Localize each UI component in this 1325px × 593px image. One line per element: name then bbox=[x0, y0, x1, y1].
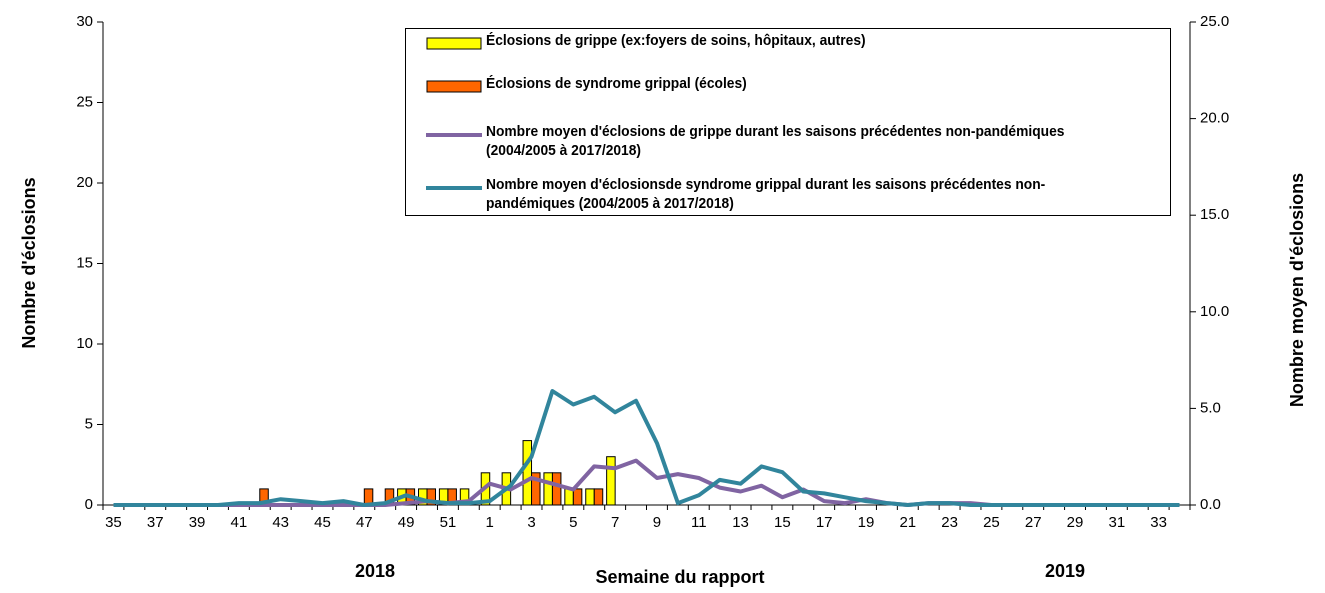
y2-tick-label: 10.0 bbox=[1200, 303, 1229, 320]
y-tick-label: 30 bbox=[76, 13, 93, 30]
legend-swatch bbox=[426, 80, 482, 93]
legend-swatch bbox=[426, 133, 482, 137]
legend-label: Nombre moyen d'éclosionsde syndrome grip… bbox=[486, 176, 1046, 212]
bar bbox=[426, 488, 437, 506]
y2-tick-label: 5.0 bbox=[1200, 399, 1221, 416]
x-tick-label: 9 bbox=[653, 514, 661, 531]
x-tick-label: 39 bbox=[189, 514, 206, 531]
y-tick-label: 15 bbox=[76, 254, 93, 271]
legend-label: Nombre moyen d'éclosions de grippe duran… bbox=[486, 123, 1065, 159]
legend-mark bbox=[426, 37, 482, 50]
y2-axis-title: Nombre moyen d'éclosions bbox=[1287, 173, 1307, 407]
y2-tick-label: 25.0 bbox=[1200, 13, 1229, 30]
x-tick-label: 37 bbox=[147, 514, 164, 531]
line bbox=[113, 458, 1180, 507]
x-tick-label: 17 bbox=[816, 514, 833, 531]
y2-tick-label: 15.0 bbox=[1200, 206, 1229, 223]
x-tick-label: 11 bbox=[691, 514, 707, 531]
x-tick-label: 33 bbox=[1150, 514, 1167, 531]
x-tick-label: 51 bbox=[440, 514, 457, 531]
x-tick-label: 49 bbox=[398, 514, 415, 531]
x-tick-label: 27 bbox=[1025, 514, 1042, 531]
y2-tick-label: 0.0 bbox=[1200, 496, 1221, 513]
x-tick-label: 31 bbox=[1108, 514, 1125, 531]
y-tick-label: 5 bbox=[85, 415, 93, 432]
legend: Éclosions de grippe (ex:foyers de soins,… bbox=[405, 28, 1171, 216]
x-tick-label: 7 bbox=[611, 514, 619, 531]
x-tick-label: 19 bbox=[858, 514, 875, 531]
x-tick-label: 3 bbox=[527, 514, 535, 531]
bar bbox=[543, 472, 553, 506]
y-axis-title: Nombre d'éclosions bbox=[19, 177, 39, 348]
annotation: 2018 bbox=[355, 561, 395, 581]
legend-label: Éclosions de grippe (ex:foyers de soins,… bbox=[486, 32, 866, 49]
x-tick-label: 43 bbox=[272, 514, 289, 531]
y-tick-label: 25 bbox=[76, 93, 93, 110]
bar bbox=[593, 488, 604, 506]
legend-item: Éclosions de grippe (ex:foyers de soins,… bbox=[406, 31, 1166, 51]
x-tick-label: 41 bbox=[231, 514, 248, 531]
bar bbox=[531, 472, 541, 506]
legend-swatch bbox=[426, 37, 482, 50]
legend-mark bbox=[426, 80, 482, 93]
bar bbox=[585, 488, 595, 506]
x-axis-title: Semaine du rapport bbox=[595, 567, 764, 587]
x-tick-label: 13 bbox=[732, 514, 749, 531]
legend-item: Éclosions de syndrome grippal (écoles) bbox=[406, 74, 1166, 94]
bar bbox=[551, 472, 562, 506]
bar bbox=[522, 440, 533, 506]
bar bbox=[564, 488, 574, 506]
x-tick-label: 21 bbox=[899, 514, 916, 531]
legend-swatch bbox=[426, 186, 482, 190]
x-tick-label: 47 bbox=[356, 514, 373, 531]
legend-item: Nombre moyen d'éclosionsde syndrome grip… bbox=[406, 175, 1166, 213]
annotation: 2019 bbox=[1045, 561, 1085, 581]
x-tick-label: 23 bbox=[941, 514, 958, 531]
x-tick-label: 5 bbox=[569, 514, 577, 531]
y-tick-label: 0 bbox=[85, 496, 93, 513]
x-tick-label: 29 bbox=[1067, 514, 1084, 531]
bar bbox=[606, 456, 616, 506]
y-tick-label: 10 bbox=[76, 335, 93, 352]
x-tick-label: 45 bbox=[314, 514, 331, 531]
x-tick-label: 25 bbox=[983, 514, 1000, 531]
x-tick-label: 15 bbox=[774, 514, 791, 531]
legend-label: Éclosions de syndrome grippal (écoles) bbox=[486, 75, 747, 92]
bar bbox=[572, 488, 583, 506]
x-tick-label: 35 bbox=[105, 514, 122, 531]
y2-tick-label: 20.0 bbox=[1200, 110, 1229, 127]
x-tick-label: 1 bbox=[486, 514, 494, 531]
legend-item: Nombre moyen d'éclosions de grippe duran… bbox=[406, 122, 1166, 160]
y-tick-label: 20 bbox=[76, 174, 93, 191]
line bbox=[113, 389, 1180, 507]
